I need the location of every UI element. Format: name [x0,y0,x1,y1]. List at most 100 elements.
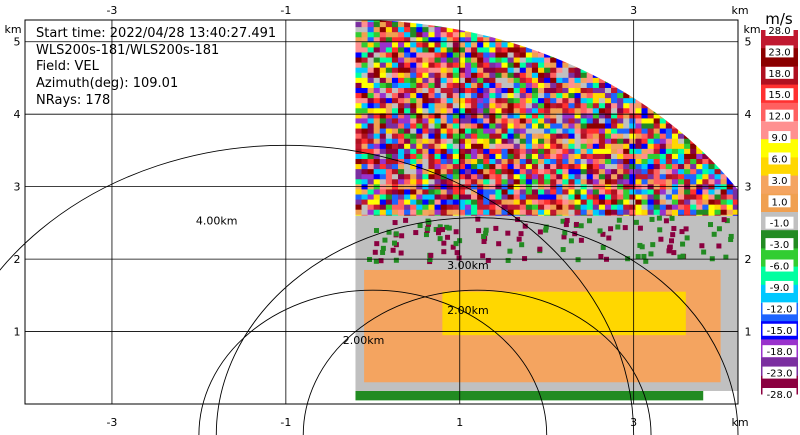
noise-cell [483,72,490,78]
noise-cell [513,92,521,99]
noise-cell [647,198,655,205]
noise-cell [379,87,387,94]
noise-cell [507,26,515,33]
noise-cell [635,82,643,88]
noise-cell [483,112,490,119]
noise-cell [720,112,728,119]
noise-cell [464,26,472,33]
noise-cell [355,198,363,205]
noise-cell [556,92,563,99]
noise-cell [538,112,545,119]
noise-cell [422,193,430,200]
noise-cell [617,163,624,170]
noise-cell [586,92,594,99]
speckle-cell [386,229,392,235]
noise-cell [653,77,661,83]
noise-cell [635,87,643,94]
noise-cell [464,62,472,68]
noise-cell [556,173,563,180]
noise-cell [629,41,636,48]
noise-cell [708,158,716,165]
noise-cell [641,143,649,149]
noise-cell [568,20,576,23]
noise-cell [538,102,545,109]
noise-cell [477,112,484,119]
noise-cell [458,31,466,38]
noise-cell [471,20,478,23]
noise-cell [464,92,472,99]
noise-cell [653,41,661,48]
speckle-cell [413,230,419,236]
noise-cell [708,148,716,154]
noise-cell [574,168,582,175]
noise-cell [598,97,606,104]
noise-cell [690,67,697,73]
noise-cell [580,209,588,215]
noise-cell [367,77,375,83]
noise-cell [732,204,738,210]
noise-cell [471,209,478,215]
noise-cell [671,112,679,119]
noise-cell [598,72,606,78]
noise-cell [726,92,734,99]
noise-cell [604,21,612,28]
noise-cell [629,87,636,94]
noise-cell [684,107,691,114]
noise-cell [671,163,679,170]
noise-cell [635,193,643,200]
noise-cell [671,127,679,134]
noise-cell [678,127,685,134]
noise-cell [385,107,393,114]
noise-cell [720,204,728,210]
noise-cell [367,198,375,205]
noise-cell [604,188,612,195]
noise-cell [629,82,636,88]
noise-cell [659,51,667,58]
noise-cell [580,143,588,149]
noise-cell [659,209,667,215]
noise-cell [598,46,606,53]
noise-cell [586,77,594,83]
noise-cell [611,20,618,23]
noise-cell [586,158,594,165]
noise-cell [483,56,490,63]
noise-cell [531,209,539,215]
noise-cell [562,168,570,175]
noise-cell [696,188,703,195]
noise-cell [568,127,576,134]
noise-cell [586,193,594,200]
noise-cell [702,51,710,58]
noise-cell [483,117,490,124]
noise-cell [556,67,563,73]
noise-cell [398,72,405,78]
noise-cell [495,20,503,23]
noise-cell [702,21,710,28]
noise-cell [598,107,606,114]
noise-cell [525,193,533,200]
noise-cell [398,138,405,144]
noise-cell [653,112,661,119]
noise-cell [458,127,466,134]
noise-cell [385,72,393,78]
noise-cell [653,82,661,88]
noise-cell [598,193,606,200]
noise-cell [361,21,369,28]
noise-cell [538,117,545,124]
noise-cell [422,72,430,78]
noise-cell [513,21,521,28]
noise-cell [708,122,716,129]
noise-cell [708,138,716,144]
noise-cell [641,209,649,215]
noise-cell [495,193,503,200]
speckle-cell [578,237,584,243]
noise-cell [404,148,411,154]
x-tick-label-bottom: 1 [456,416,463,429]
noise-cell [391,92,399,99]
noise-cell [726,133,734,139]
noise-cell [458,168,466,175]
noise-cell [495,173,503,180]
noise-cell [659,41,667,48]
noise-cell [458,36,466,43]
noise-cell [361,148,369,154]
noise-cell [592,122,600,129]
